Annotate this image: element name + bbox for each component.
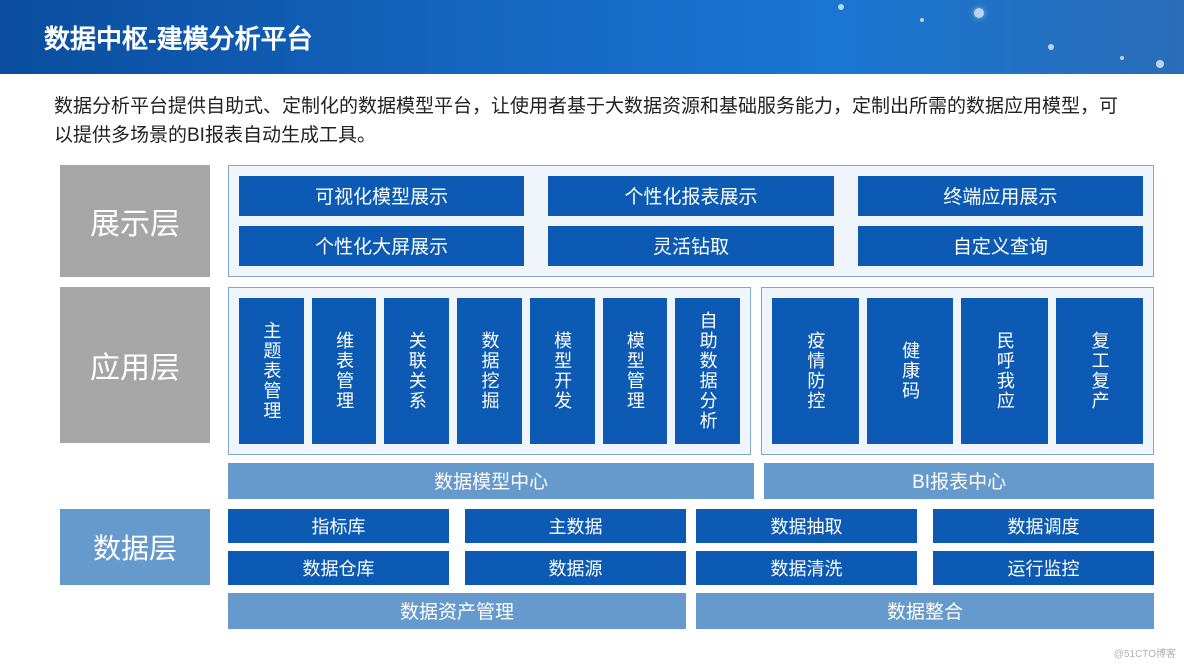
watermark-text: @51CTO博客 [1114, 645, 1176, 660]
presentation-outline: 可视化模型展示 个性化报表展示 终端应用展示 个性化大屏展示 灵活钻取 自定义查… [228, 165, 1154, 277]
data-layer-row: 数据层 指标库 主数据 数据仓库 数据源 数据抽取 数据调度 数据清洗 运行监控… [60, 509, 1154, 629]
presentation-item: 终端应用展示 [858, 176, 1143, 216]
data-right-group: 数据抽取 数据调度 数据清洗 运行监控 [696, 509, 1154, 585]
data-item: 运行监控 [933, 551, 1154, 585]
application-item: 数据挖掘 [457, 298, 522, 444]
application-layer-label: 应用层 [60, 287, 210, 443]
application-item: 健康码 [867, 298, 954, 444]
application-item: 模型管理 [603, 298, 668, 444]
decor-dot [1120, 56, 1124, 60]
description-text: 数据分析平台提供自助式、定制化的数据模型平台，让使用者基于大数据资源和基础服务能… [0, 74, 1184, 165]
data-left-group: 指标库 主数据 数据仓库 数据源 [228, 509, 686, 585]
presentation-layer-label: 展示层 [60, 165, 210, 277]
application-item: 自助数据分析 [675, 298, 740, 444]
bi-report-center-label: BI报表中心 [764, 463, 1154, 499]
application-left-group: 主题表管理 维表管理 关联关系 数据挖掘 模型开发 模型管理 自助数据分析 [228, 287, 751, 455]
decor-dot [920, 18, 924, 22]
application-item: 主题表管理 [239, 298, 304, 444]
data-item: 主数据 [465, 509, 686, 543]
presentation-item: 灵活钻取 [548, 226, 833, 266]
data-model-center-label: 数据模型中心 [228, 463, 754, 499]
data-item: 指标库 [228, 509, 449, 543]
application-layer-row: 应用层 主题表管理 维表管理 关联关系 数据挖掘 模型开发 模型管理 自助数据分… [60, 287, 1154, 499]
presentation-layer-row: 展示层 可视化模型展示 个性化报表展示 终端应用展示 个性化大屏展示 灵活钻取 … [60, 165, 1154, 277]
application-item: 维表管理 [312, 298, 377, 444]
application-item: 关联关系 [384, 298, 449, 444]
application-item: 模型开发 [530, 298, 595, 444]
application-right-group: 疫情防控 健康码 民呼我应 复工复产 [761, 287, 1154, 455]
application-item: 复工复产 [1056, 298, 1143, 444]
data-item: 数据清洗 [696, 551, 917, 585]
page-title: 数据中枢-建模分析平台 [44, 19, 313, 56]
decor-dot [838, 4, 844, 10]
header-bar: 数据中枢-建模分析平台 [0, 0, 1184, 74]
presentation-item: 个性化大屏展示 [239, 226, 524, 266]
decor-dot [1156, 60, 1164, 68]
data-item: 数据仓库 [228, 551, 449, 585]
application-item: 疫情防控 [772, 298, 859, 444]
data-asset-mgmt-label: 数据资产管理 [228, 593, 686, 629]
presentation-item: 自定义查询 [858, 226, 1143, 266]
data-integration-label: 数据整合 [696, 593, 1154, 629]
decor-dot [974, 8, 984, 18]
data-layer-label: 数据层 [60, 509, 210, 585]
data-item: 数据调度 [933, 509, 1154, 543]
presentation-item: 可视化模型展示 [239, 176, 524, 216]
application-item: 民呼我应 [961, 298, 1048, 444]
data-item: 数据源 [465, 551, 686, 585]
presentation-item: 个性化报表展示 [548, 176, 833, 216]
data-item: 数据抽取 [696, 509, 917, 543]
decor-dot [1048, 44, 1054, 50]
diagram-content: 展示层 可视化模型展示 个性化报表展示 终端应用展示 个性化大屏展示 灵活钻取 … [0, 165, 1184, 629]
